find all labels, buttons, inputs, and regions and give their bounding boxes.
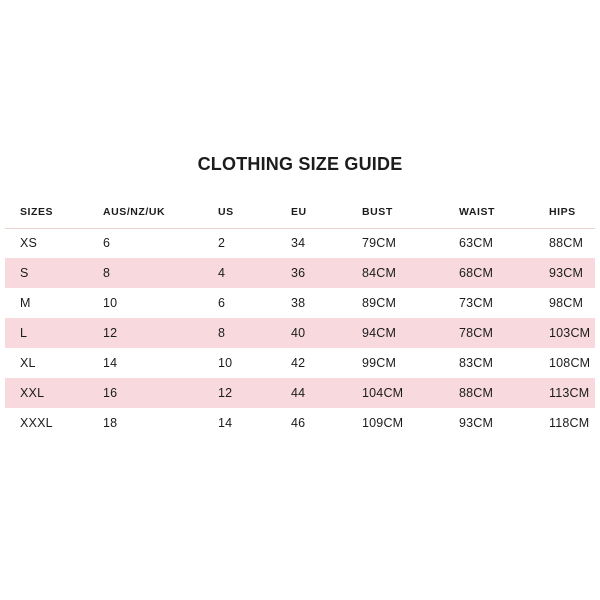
table-cell: 36 (291, 266, 306, 280)
table-row: XS 6 2 34 79CM 63CM 88CM (5, 228, 595, 258)
table-cell: S (20, 266, 29, 280)
column-header: WAIST (459, 197, 549, 229)
table-cell: 18 (103, 416, 118, 430)
table-cell: 46 (291, 416, 306, 430)
table-cell: 42 (291, 356, 306, 370)
table-cell: 8 (103, 266, 111, 280)
table-cell: 94CM (362, 326, 397, 340)
table-cell: 2 (218, 236, 226, 251)
table-cell: 83CM (459, 356, 494, 370)
table-row: XXXL 18 14 46 109CM 93CM 118CM (5, 408, 595, 438)
table-cell: 16 (103, 386, 118, 400)
table-cell: 44 (291, 386, 306, 400)
table-cell: 109CM (362, 416, 404, 430)
table-body: XS 6 2 34 79CM 63CM 88CM S 8 4 36 84CM 68CM 93CM M 10 6 3… (5, 228, 595, 438)
table-cell: 104CM (362, 386, 404, 400)
column-header: BUST (362, 197, 459, 229)
table-cell: XS (20, 236, 38, 251)
table-cell: 68CM (459, 266, 494, 280)
table-cell: 78CM (459, 326, 494, 340)
table-cell: 98CM (549, 296, 584, 310)
column-header: HIPS (549, 197, 595, 229)
table-cell: XXL (20, 386, 45, 400)
table-cell: XXXL (20, 416, 53, 430)
column-header: SIZES (5, 197, 103, 229)
table-cell: M (20, 296, 31, 310)
table-row: M 10 6 38 89CM 73CM 98CM (5, 288, 595, 318)
table-cell: 88CM (459, 386, 494, 400)
table-row: XL 14 10 42 99CM 83CM 108CM (5, 348, 595, 378)
table-cell: 93CM (549, 266, 584, 280)
table-cell: 63CM (459, 236, 494, 251)
table-cell: 12 (103, 326, 118, 340)
table-cell: 99CM (362, 356, 397, 370)
table-cell: L (20, 326, 28, 340)
column-header: EU (291, 197, 362, 229)
table-cell: 103CM (549, 326, 591, 340)
table-cell: 34 (291, 236, 306, 251)
size-guide-table: SIZES AUS/NZ/UK US EU BUST WAIST HIPS XS 6 2 34 79… (5, 197, 595, 438)
table-cell: 40 (291, 326, 306, 340)
table-cell: 88CM (549, 236, 584, 251)
table-cell: 6 (218, 296, 226, 310)
table-cell: 12 (218, 386, 233, 400)
table-cell: 84CM (362, 266, 397, 280)
table-row: XXL 16 12 44 104CM 88CM 113CM (5, 378, 595, 408)
table-cell: XL (20, 356, 36, 370)
table-row: L 12 8 40 94CM 78CM 103CM (5, 318, 595, 348)
table-cell: 73CM (459, 296, 494, 310)
table-cell: 113CM (549, 386, 590, 400)
table-cell: 14 (218, 416, 233, 430)
table-cell: 10 (218, 356, 233, 370)
table-cell: 79CM (362, 236, 397, 251)
table-cell: 8 (218, 326, 226, 340)
table-row: S 8 4 36 84CM 68CM 93CM (5, 258, 595, 288)
column-header: US (218, 197, 291, 229)
table-header-row: SIZES AUS/NZ/UK US EU BUST WAIST HIPS (5, 197, 595, 229)
table-cell: 38 (291, 296, 306, 310)
table-cell: 89CM (362, 296, 397, 310)
table-cell: 10 (103, 296, 118, 310)
page-title: CLOTHING SIZE GUIDE (197, 154, 403, 174)
table-cell: 6 (103, 236, 111, 251)
table-cell: 93CM (459, 416, 494, 430)
table-cell: 108CM (549, 356, 591, 370)
table-cell: 14 (103, 356, 118, 370)
table-cell: 118CM (549, 416, 590, 430)
column-header: AUS/NZ/UK (103, 197, 218, 229)
table-cell: 4 (218, 266, 226, 280)
